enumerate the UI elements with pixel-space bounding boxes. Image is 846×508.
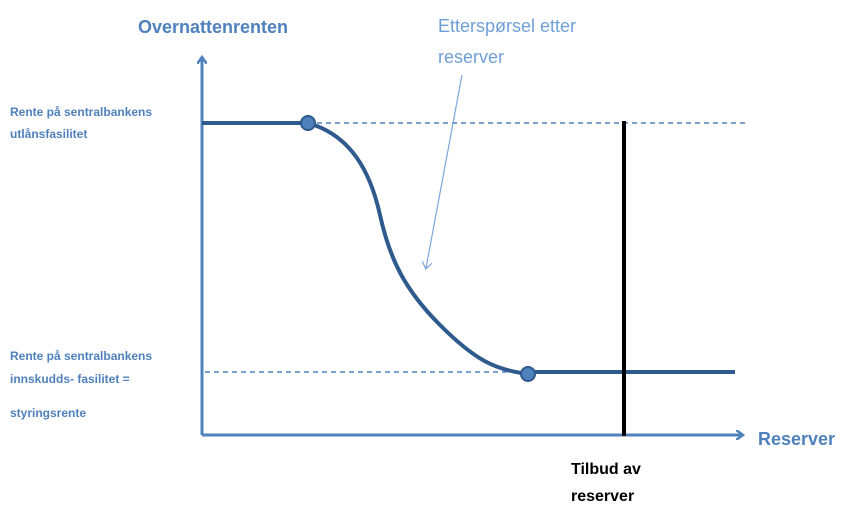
demand-pointer xyxy=(426,74,463,268)
lower-rate-label: innskudds- fasilitet = xyxy=(10,372,130,386)
supply-label: reserver xyxy=(571,488,634,505)
kink-point xyxy=(520,366,536,382)
supply-label: Tilbud av xyxy=(571,461,641,478)
demand-label: Etterspørsel etter xyxy=(438,16,576,36)
upper-rate-label: Rente på sentralbankens xyxy=(10,105,152,119)
y-axis-label: Overnattenrenten xyxy=(138,17,288,37)
lower-rate-label: styringsrente xyxy=(10,406,86,420)
kink-point xyxy=(300,115,316,131)
upper-rate-label: utlånsfasilitet xyxy=(10,127,87,141)
demand-label: reserver xyxy=(438,47,504,67)
demand-curve xyxy=(307,121,529,376)
lower-rate-label: Rente på sentralbankens xyxy=(10,349,152,363)
x-axis-label: Reserver xyxy=(758,429,835,449)
